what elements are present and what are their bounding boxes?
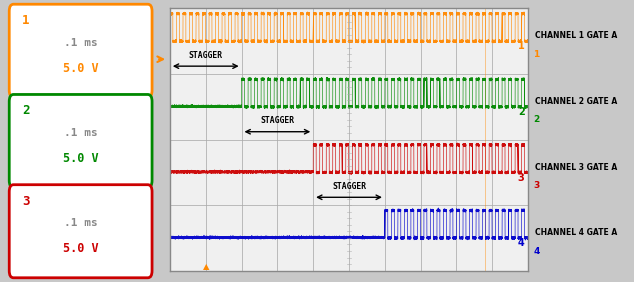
Text: 5.0 V: 5.0 V	[63, 152, 98, 165]
Text: CHANNEL 2 GATE A: CHANNEL 2 GATE A	[535, 97, 618, 106]
Text: 3: 3	[518, 173, 524, 183]
Text: CHANNEL 4 GATE A: CHANNEL 4 GATE A	[535, 228, 618, 237]
Text: CHANNEL 3 GATE A: CHANNEL 3 GATE A	[535, 163, 618, 172]
Text: 3: 3	[22, 195, 29, 208]
Text: CHANNEL 1 GATE A: CHANNEL 1 GATE A	[535, 32, 618, 41]
Text: 4: 4	[518, 238, 524, 248]
Text: .1 ms: .1 ms	[64, 218, 98, 228]
Text: ▲: ▲	[202, 262, 209, 271]
Text: STAGGER: STAGGER	[261, 116, 294, 125]
Text: .1 ms: .1 ms	[64, 38, 98, 48]
Text: 1: 1	[533, 50, 540, 59]
Text: 4: 4	[533, 246, 540, 255]
Text: 3: 3	[533, 181, 540, 190]
Text: 1: 1	[22, 14, 29, 27]
Text: 2: 2	[533, 115, 540, 124]
Text: STAGGER: STAGGER	[332, 182, 366, 191]
Text: STAGGER: STAGGER	[189, 50, 223, 60]
Text: 5.0 V: 5.0 V	[63, 62, 98, 75]
Text: 2: 2	[22, 104, 29, 117]
FancyBboxPatch shape	[10, 94, 152, 188]
Text: .1 ms: .1 ms	[64, 128, 98, 138]
Text: 2: 2	[518, 107, 524, 117]
FancyBboxPatch shape	[10, 185, 152, 278]
Text: 1: 1	[518, 41, 524, 52]
FancyBboxPatch shape	[10, 4, 152, 97]
Text: 5.0 V: 5.0 V	[63, 242, 98, 255]
